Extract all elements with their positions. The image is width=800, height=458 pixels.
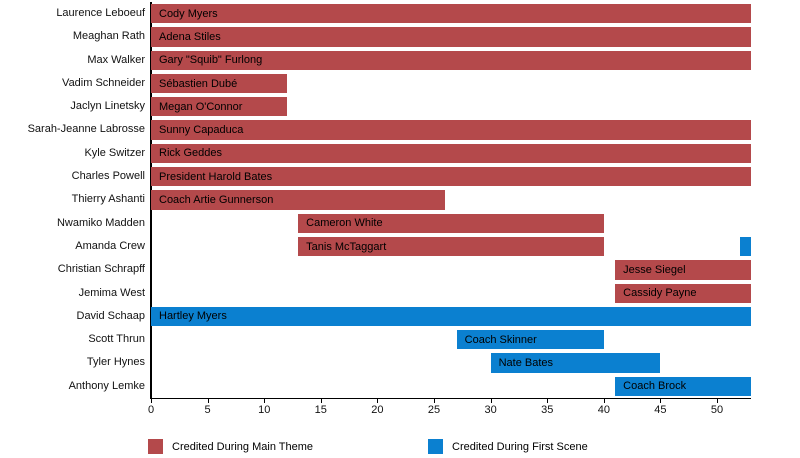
x-axis-line [150,397,751,399]
credit-bar: Hartley Myers [151,306,751,327]
credit-bar-label: Rick Geddes [159,147,222,160]
y-axis-label: Max Walker [87,53,145,66]
credit-bar-label: Sunny Capaduca [159,124,244,137]
x-tick-label: 20 [371,404,384,416]
y-axis-label: Jemima West [78,286,145,299]
credit-bar: Megan O'Connor [151,97,287,117]
y-axis-label: Jaclyn Linetsky [70,100,145,113]
x-tick-label: 50 [710,404,724,416]
credit-bar: Gary "Squib" Furlong [151,50,751,70]
x-tick-label: 40 [597,404,610,416]
x-tick-label: 0 [147,404,155,416]
x-tick-mark [207,399,209,403]
credit-bar-label: Hartley Myers [159,310,227,323]
y-axis-label: Scott Thrun [88,333,145,346]
credit-bar: Cameron White [298,213,604,233]
credit-bar [739,236,751,257]
credit-bar: Sunny Capaduca [151,120,751,140]
x-tick-mark [377,399,379,403]
x-tick-label: 5 [204,404,211,416]
y-axis-label: Thierry Ashanti [71,193,145,206]
y-axis-line [150,2,152,399]
x-tick-mark [151,399,152,403]
credit-bar-label: Sébastien Dubé [159,77,238,90]
x-tick-mark [264,399,266,403]
credit-bar-label: Gary "Squib" Furlong [159,54,263,67]
x-tick-mark [434,399,436,403]
y-axis-label: Christian Schrapff [57,263,145,276]
x-tick-mark [603,399,605,403]
credit-bar: Cody Myers [151,4,751,24]
credit-bar: Sébastien Dubé [151,73,287,94]
legend-swatch-main-theme [148,439,163,454]
credit-bar-label: Coach Skinner [464,333,537,346]
plot-area: Cody Myers Adena Stiles Gary "Squib" Furlo… [151,2,751,398]
credit-bar: Coach Brock [615,376,751,396]
x-tick-label: 15 [314,404,327,416]
x-tick-mark [547,399,549,403]
legend-label-main-theme: Credited During Main Theme [172,441,314,453]
x-tick-label: 30 [484,404,497,416]
credit-bar: President Harold Bates [151,167,751,187]
credit-bar: Adena Stiles [151,27,751,47]
credit-bar: Coach Artie Gunnerson [151,190,446,210]
credit-bar-label: President Harold Bates [159,170,273,183]
credit-bar-label: Tanis McTaggart [306,240,387,253]
credit-bar: Jesse Siegel [615,260,751,280]
y-axis-label: Meaghan Rath [72,30,145,43]
x-tick-mark [660,399,662,403]
credit-bar-label: Cassidy Payne [623,287,697,300]
x-tick-label: 45 [654,404,667,416]
y-axis-label: Laurence Leboeuf [56,7,145,19]
x-tick-label: 35 [541,404,554,416]
y-axis-label: Kyle Switzer [84,146,145,159]
credit-bar-label: Cody Myers [159,7,218,20]
y-axis-label: David Schaap [76,309,146,322]
y-axis-label: Amanda Crew [75,239,145,252]
y-axis-label: Tyler Hynes [86,356,145,369]
credit-bar: Nate Bates [490,353,661,373]
legend-label-first-scene: Credited During First Scene [452,441,588,453]
credit-bar-label: Nate Bates [498,357,554,370]
y-axis-label: Nwamiko Madden [56,216,145,229]
y-axis-label: Vadim Schneider [62,76,145,89]
legend-swatch-first-scene [428,439,443,454]
credit-bar: Tanis McTaggart [298,236,604,257]
y-axis-label: Charles Powell [71,170,145,183]
y-axis-label: Sarah-Jeanne Labrosse [27,123,145,136]
credit-bar: Rick Geddes [151,143,751,164]
x-tick-mark [320,399,322,403]
x-tick-mark [717,399,719,403]
y-axis-label: Anthony Lemke [68,379,145,392]
credit-bar: Cassidy Payne [615,283,751,303]
credit-bar: Coach Skinner [456,330,604,350]
x-tick-mark [490,399,492,403]
credit-bar-label: Coach Brock [623,380,687,393]
credit-bar-label: Cameron White [306,217,383,230]
x-tick-label: 10 [258,404,271,416]
credit-bar-label: Coach Artie Gunnerson [159,193,274,206]
x-tick-label: 25 [427,404,441,416]
credit-bar-label: Jesse Siegel [623,263,686,276]
credit-bar-label: Adena Stiles [159,30,221,43]
credit-bar-label: Megan O'Connor [159,100,243,113]
